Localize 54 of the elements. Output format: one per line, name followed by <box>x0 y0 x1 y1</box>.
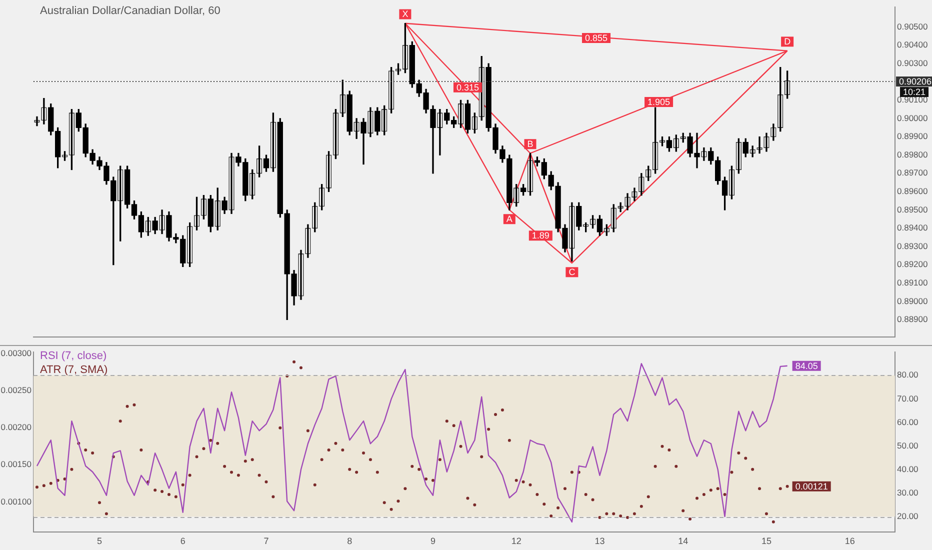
y-tick-label: 0.89600 <box>897 186 928 196</box>
y-tick-label: 0.90500 <box>897 21 928 32</box>
x-tick-label: 6 <box>180 536 186 546</box>
annotation: 0.315 <box>456 82 479 92</box>
y-tick-label: 40.00 <box>897 464 919 474</box>
data-label: 0.00121 <box>795 481 828 492</box>
y-tick-label: 0.89400 <box>897 222 928 233</box>
y-tick-label: 0.89900 <box>897 131 928 142</box>
annotation: 0.855 <box>584 32 608 43</box>
y-tick-label: 0.90000 <box>897 112 928 123</box>
x-tick-label: 9 <box>430 536 436 546</box>
x-tick-label: 13 <box>594 536 605 546</box>
y-tick-label: 80.00 <box>897 370 919 380</box>
x-tick-label: 7 <box>264 536 269 546</box>
y-tick-label: 0.89700 <box>897 168 928 178</box>
y2-tick-label: 0.00300 <box>0 348 32 358</box>
y-tick-label: 0.90400 <box>897 40 928 50</box>
y-tick-label: 0.89000 <box>897 296 928 306</box>
x-tick-label: 14 <box>678 536 688 546</box>
y-tick-label: 0.89300 <box>897 240 928 251</box>
x-tick-label: 8 <box>347 536 352 546</box>
y2-tick-label: 0.00200 <box>0 422 32 432</box>
y-tick-label: 0.88900 <box>897 314 928 324</box>
y-tick-label: 50.00 <box>897 440 919 450</box>
chart-title: Australian Dollar/Canadian Dollar, 60 <box>40 5 220 17</box>
y2-tick-label: 0.00150 <box>0 459 32 470</box>
y-tick-label: 20.00 <box>897 510 919 521</box>
annotation: B <box>527 139 534 150</box>
y-tick-label: 0.89800 <box>897 149 928 160</box>
data-label: 84.05 <box>795 360 818 371</box>
x-tick-label: 16 <box>844 536 855 546</box>
text: ATR (7, SMA) <box>40 363 108 377</box>
ref-line-label: 0.90206 <box>899 76 932 86</box>
y-tick-label: 60.00 <box>897 416 919 427</box>
y-tick-label: 0.89200 <box>897 259 928 270</box>
y2-tick-label: 0.00250 <box>0 385 32 396</box>
y-tick-label: 70.00 <box>897 393 919 404</box>
x-tick-label: 5 <box>96 536 102 546</box>
y-tick-label: 0.89100 <box>897 277 928 288</box>
annotation: A <box>506 214 512 224</box>
y-tick-label: 0.90100 <box>897 94 928 105</box>
y2-tick-label: 0.00100 <box>0 496 32 506</box>
y-tick-label: 0.90300 <box>897 58 928 68</box>
annotation: C <box>568 267 576 278</box>
annotation: X <box>402 9 408 20</box>
annotation: 1.89 <box>532 230 550 241</box>
y-tick-label: 30.00 <box>897 487 919 498</box>
x-tick-label: 15 <box>761 536 772 546</box>
annotation: 1.905 <box>648 97 670 108</box>
text: 10:21 <box>903 86 926 97</box>
text: RSI (7, close) <box>40 349 108 363</box>
x-tick-label: 12 <box>511 536 522 546</box>
y-tick-label: 0.89500 <box>897 204 928 214</box>
annotation: D <box>784 36 792 47</box>
